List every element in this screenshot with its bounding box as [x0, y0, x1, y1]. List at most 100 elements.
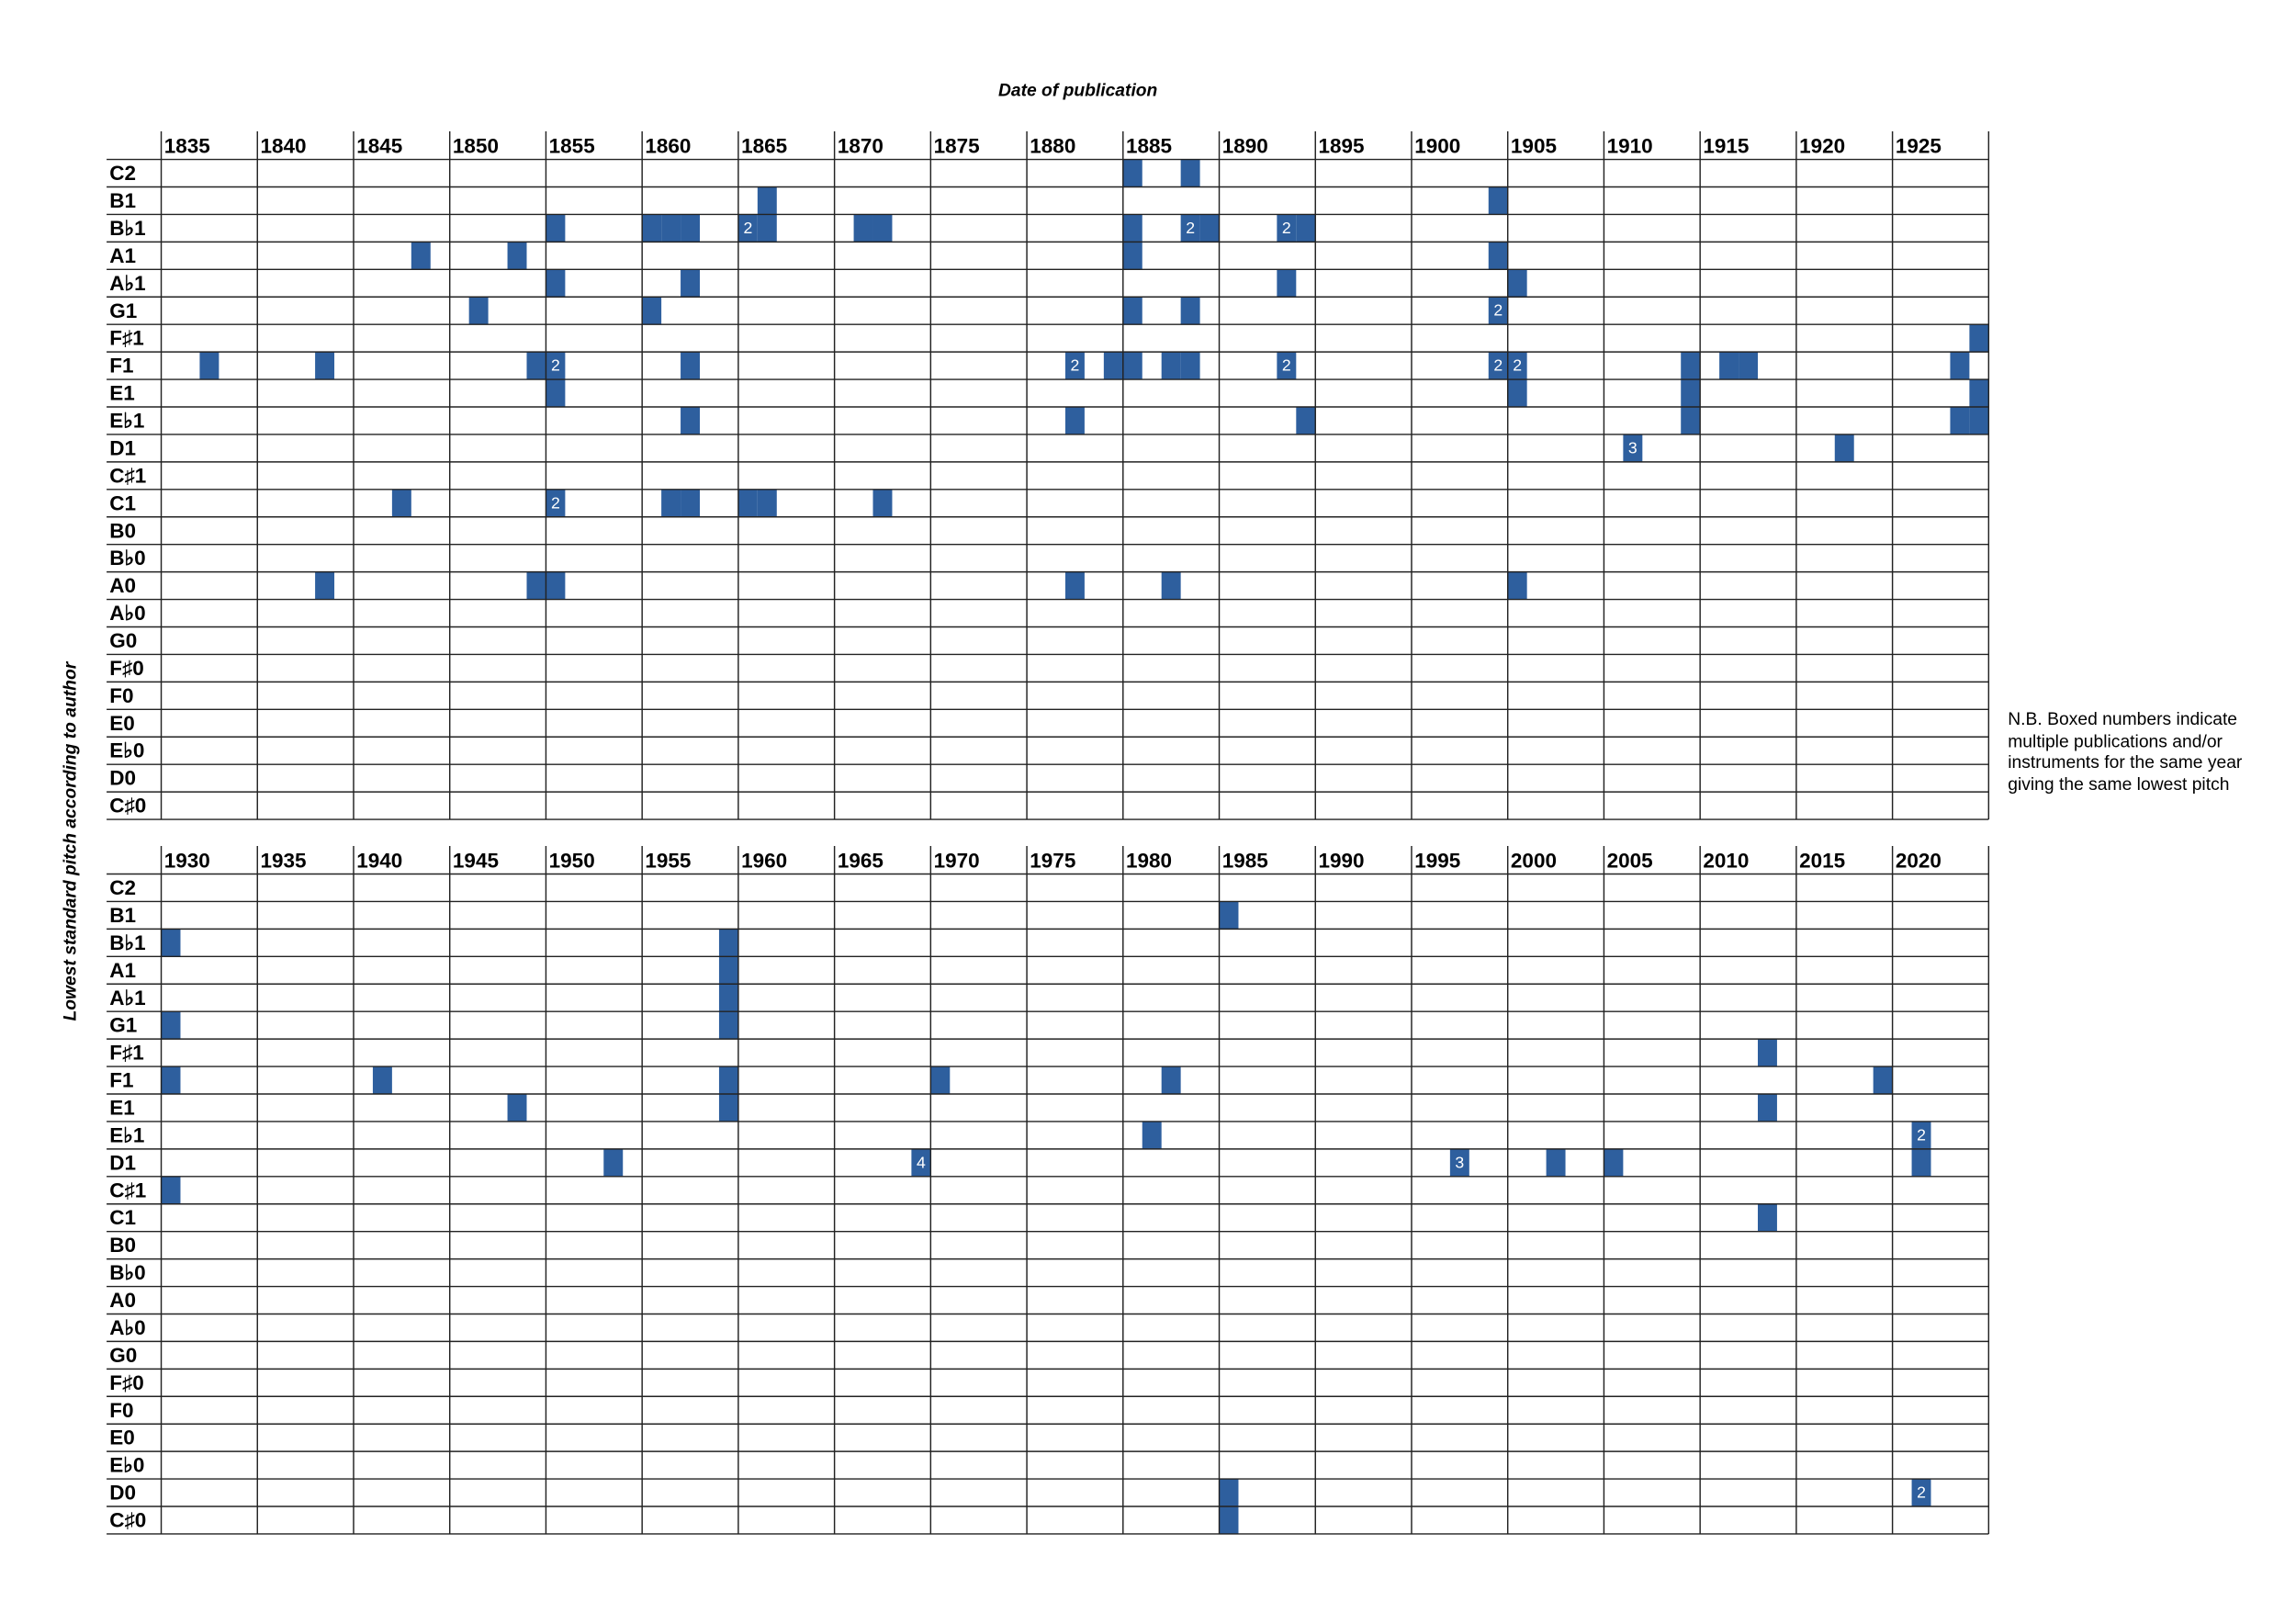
- row-label: F1: [109, 355, 133, 378]
- cell: [1122, 242, 1142, 270]
- cell: [411, 242, 431, 270]
- cell: [199, 352, 219, 380]
- cell: [1161, 352, 1181, 380]
- x-tick-label: 1890: [1222, 135, 1268, 158]
- row-label: C2: [109, 876, 136, 899]
- cell: [1277, 214, 1297, 242]
- x-axis-title: Date of publication: [998, 82, 1157, 101]
- cell: [1623, 434, 1643, 462]
- cell: [1277, 269, 1297, 298]
- count-label: 2: [1186, 219, 1195, 237]
- cell: [315, 352, 335, 380]
- cell: [161, 929, 181, 957]
- cell: [718, 1011, 738, 1040]
- x-tick-label: 2000: [1511, 850, 1557, 873]
- cell: [507, 1093, 527, 1122]
- cell: [737, 489, 758, 517]
- cell: [1161, 571, 1181, 600]
- cell: [1122, 297, 1142, 325]
- cell: [1449, 1148, 1469, 1177]
- cell: [1122, 159, 1142, 187]
- cell: [1834, 434, 1854, 462]
- cell: [642, 297, 662, 325]
- row-label: A1: [109, 244, 136, 267]
- cell: [1122, 352, 1142, 380]
- x-tick-label: 1850: [453, 135, 499, 158]
- row-label: F0: [109, 684, 133, 707]
- count-label: 2: [1917, 1125, 1926, 1144]
- x-tick-label: 1895: [1318, 135, 1364, 158]
- cell: [546, 269, 566, 298]
- cell: [1064, 407, 1085, 434]
- count-label: 3: [1455, 1153, 1464, 1171]
- cell: [1064, 352, 1085, 380]
- row-label: B0: [109, 1234, 136, 1257]
- cell: [872, 214, 893, 242]
- cell: [1969, 379, 1989, 408]
- cell: [930, 1066, 951, 1094]
- row-label: C♯0: [109, 1509, 146, 1532]
- x-tick-label: 2010: [1703, 850, 1749, 873]
- x-tick-label: 1855: [549, 135, 595, 158]
- cell: [681, 489, 701, 517]
- x-tick-label: 1865: [741, 135, 787, 158]
- count-label: 2: [1282, 356, 1291, 375]
- x-tick-label: 2005: [1607, 850, 1653, 873]
- cell: [1219, 901, 1239, 930]
- row-label: B♭0: [109, 547, 145, 570]
- row-label: C1: [109, 491, 136, 514]
- cell: [1296, 407, 1316, 434]
- cell: [757, 214, 777, 242]
- x-tick-label: 1880: [1030, 135, 1075, 158]
- cell: [391, 489, 411, 517]
- cell: [546, 352, 566, 380]
- cell: [526, 352, 546, 380]
- cell: [1950, 352, 1970, 380]
- row-label: D1: [109, 1151, 136, 1174]
- count-label: 2: [1493, 301, 1503, 320]
- x-tick-label: 1915: [1703, 135, 1749, 158]
- count-label: 2: [1513, 356, 1522, 375]
- x-tick-label: 1875: [934, 135, 980, 158]
- x-tick-label: 1835: [164, 135, 210, 158]
- x-tick-label: 1960: [741, 850, 787, 873]
- cell: [1142, 1121, 1162, 1149]
- row-label: A1: [109, 959, 136, 982]
- cell: [372, 1066, 392, 1094]
- count-label: 2: [551, 493, 560, 512]
- count-label: 4: [917, 1153, 926, 1171]
- cell: [681, 269, 701, 298]
- row-label: A♭0: [109, 602, 145, 625]
- cell: [1911, 1121, 1931, 1149]
- cell: [1180, 352, 1200, 380]
- x-tick-label: 1840: [260, 135, 306, 158]
- row-label: B0: [109, 519, 136, 542]
- x-tick-label: 1995: [1414, 850, 1460, 873]
- cell: [681, 352, 701, 380]
- x-tick-label: 1860: [645, 135, 691, 158]
- cell: [1911, 1479, 1931, 1507]
- cell: [718, 929, 738, 957]
- x-tick-label: 1940: [356, 850, 402, 873]
- row-label: G1: [109, 1014, 137, 1037]
- x-tick-label: 1870: [838, 135, 884, 158]
- row-label: B1: [109, 189, 136, 212]
- x-tick-label: 1970: [934, 850, 980, 873]
- x-tick-label: 1955: [645, 850, 691, 873]
- cell: [1507, 352, 1527, 380]
- cell: [1277, 352, 1297, 380]
- cell: [546, 489, 566, 517]
- note: N.B. Boxed numbers indicate multiple pub…: [2008, 708, 2243, 794]
- cell: [1296, 214, 1316, 242]
- cell: [1488, 297, 1508, 325]
- cell: [161, 1066, 181, 1094]
- row-label: F♯0: [109, 657, 144, 680]
- x-tick-label: 1905: [1511, 135, 1557, 158]
- row-label: C♯1: [109, 464, 146, 487]
- x-tick-label: 1845: [356, 135, 402, 158]
- note-box: N.B. Boxed numbers indicate multiple pub…: [2008, 708, 2243, 794]
- x-tick-label: 1925: [1896, 135, 1941, 158]
- row-label: C♯0: [109, 795, 146, 818]
- cell: [718, 1093, 738, 1122]
- row-label: A♭1: [109, 272, 145, 295]
